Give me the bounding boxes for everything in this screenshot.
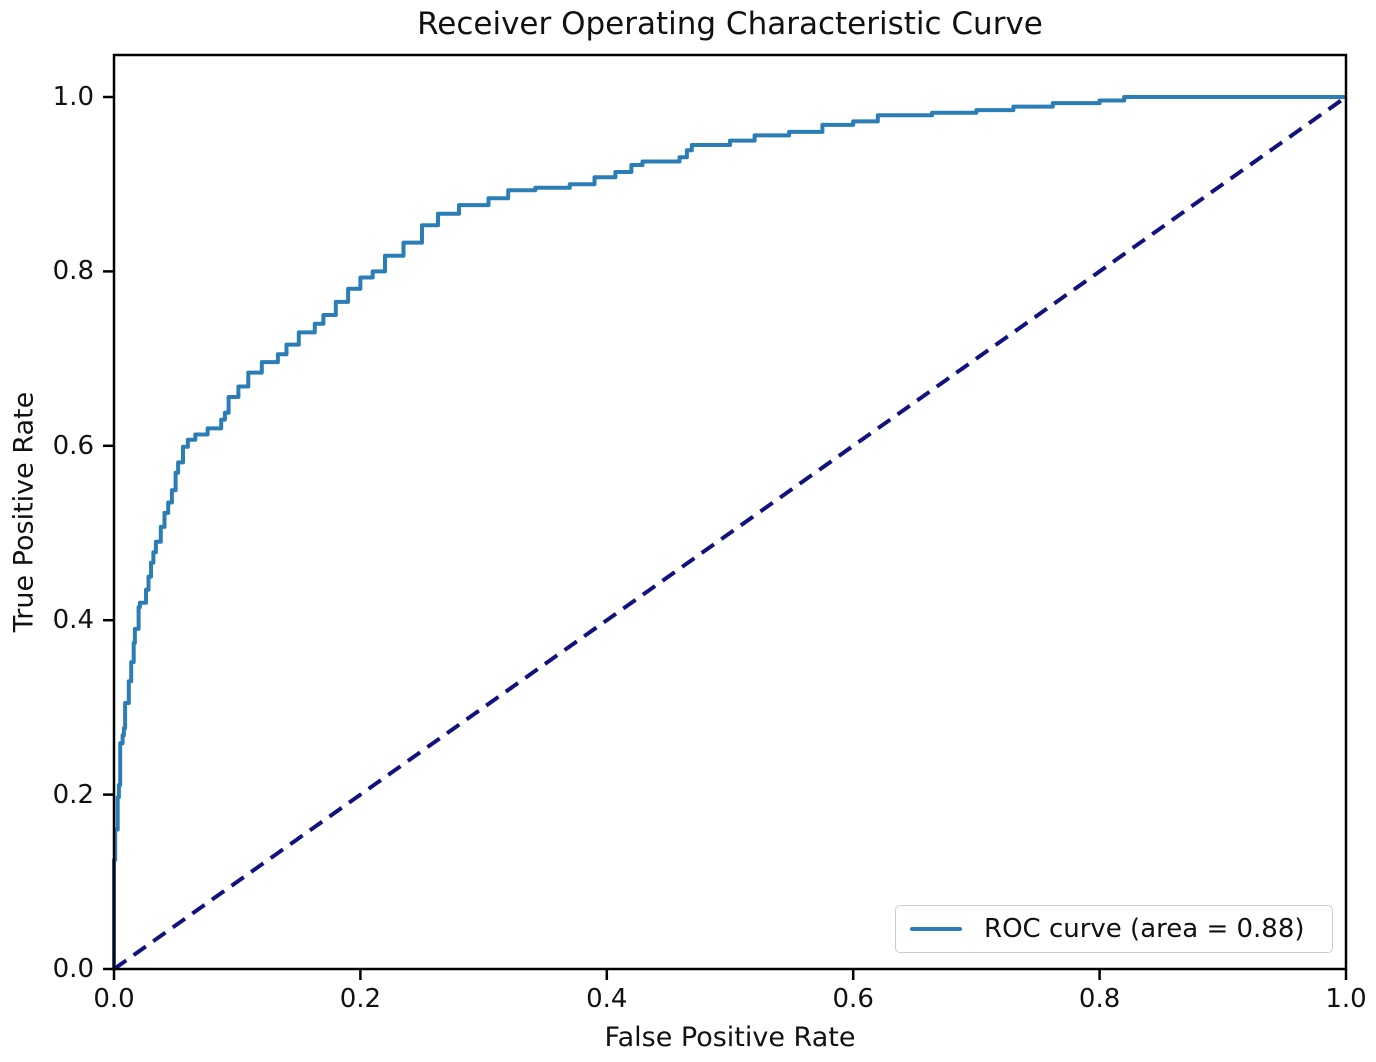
chart-series [112, 95, 1348, 971]
roc-curve [112, 95, 1346, 969]
plot-border [112, 53, 1348, 971]
chance-diagonal [112, 95, 1348, 971]
x-axis-label: False Positive Rate [604, 1022, 856, 1053]
axis-ticks [103, 95, 1348, 980]
x-tick-label: 0.6 [832, 984, 874, 1014]
x-tick-label: 0.0 [93, 984, 135, 1014]
legend-roc-line-sample [910, 927, 962, 931]
y-axis-label: True Positive Rate [8, 391, 40, 633]
x-tick-label: 0.8 [1078, 984, 1121, 1014]
y-tick-label: 0.8 [52, 256, 94, 287]
y-tick-label: 0.4 [52, 605, 94, 636]
x-tick-label: 0.4 [586, 984, 628, 1014]
legend-roc-label: ROC curve (area = 0.88) [984, 914, 1305, 944]
legend: ROC curve (area = 0.88) [895, 905, 1333, 953]
y-tick-label: 1.0 [52, 82, 94, 112]
chart-title: Receiver Operating Characteristic Curve [417, 6, 1043, 42]
x-tick-label: 0.2 [339, 984, 382, 1014]
x-tick-label: 1.0 [1325, 984, 1367, 1014]
y-tick-label: 0.0 [52, 954, 94, 984]
y-tick-label: 0.2 [52, 779, 94, 810]
y-tick-label: 0.6 [52, 430, 94, 461]
